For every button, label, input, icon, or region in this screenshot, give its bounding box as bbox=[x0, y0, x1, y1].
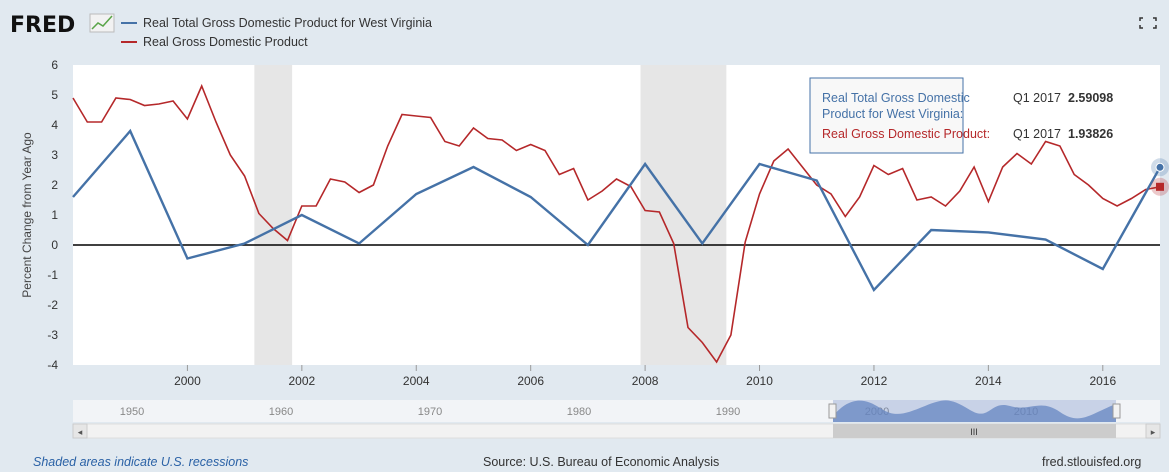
tooltip-series1-value: 2.59098 bbox=[1068, 91, 1113, 105]
y-tick-label: 0 bbox=[51, 238, 58, 252]
navigator[interactable]: 1950196019701980199020002010 bbox=[73, 400, 1160, 422]
navigator-handle-right[interactable] bbox=[1112, 403, 1121, 419]
series-line-us bbox=[72, 83, 1161, 364]
x-tick-label: 2012 bbox=[861, 374, 888, 388]
scroll-left-arrow-icon: ◂ bbox=[78, 427, 83, 437]
y-tick-label: 3 bbox=[51, 148, 58, 162]
navigator-series-area bbox=[833, 400, 1116, 422]
x-axis: 2000 2002 2004 2006 2008 2010 2012 2014 2016 bbox=[174, 365, 1116, 388]
x-tick-label: 2002 bbox=[288, 374, 315, 388]
x-tick-label: 2010 bbox=[746, 374, 773, 388]
site-url: fred.stlouisfed.org bbox=[1042, 455, 1141, 469]
y-tick-label: 2 bbox=[51, 178, 58, 192]
hover-markers bbox=[1151, 158, 1169, 196]
scroll-right-arrow-icon: ▸ bbox=[1151, 427, 1156, 437]
tooltip-series1-line1: Real Total Gross Domestic bbox=[822, 91, 970, 105]
hover-marker-wv bbox=[1155, 162, 1165, 172]
recession-note-link[interactable]: Shaded areas indicate U.S. recessions bbox=[33, 455, 248, 469]
recession-band bbox=[640, 65, 727, 365]
y-tick-label: -4 bbox=[47, 358, 58, 372]
y-tick-label: -1 bbox=[47, 268, 58, 282]
y-tick-label: -2 bbox=[47, 298, 58, 312]
x-tick-label: 2004 bbox=[403, 374, 430, 388]
scroll-right-button[interactable] bbox=[1145, 423, 1161, 439]
y-tick-label: 6 bbox=[51, 58, 58, 72]
y-axis: 6 5 4 3 2 1 0 -1 -2 -3 -4 bbox=[47, 58, 58, 372]
tooltip-series1-line2: Product for West Virginia: bbox=[822, 107, 963, 121]
y-axis-title: Percent Change from Year Ago bbox=[20, 132, 34, 298]
navigator-year-label: 1990 bbox=[716, 406, 740, 418]
tooltip-series1-period: Q1 2017 bbox=[1013, 91, 1061, 105]
navigator-year-label: 1950 bbox=[120, 406, 144, 418]
scrollbar-thumb[interactable] bbox=[833, 424, 1116, 438]
tooltip-series2-value: 1.93826 bbox=[1068, 127, 1113, 141]
scroll-left-button[interactable] bbox=[72, 423, 88, 439]
source-text: Source: U.S. Bureau of Economic Analysis bbox=[483, 455, 719, 469]
x-tick-label: 2008 bbox=[632, 374, 659, 388]
series-line-wv bbox=[72, 128, 1162, 293]
x-tick-label: 2000 bbox=[174, 374, 201, 388]
fred-logo-text: FRED bbox=[10, 13, 75, 38]
y-tick-label: 5 bbox=[51, 88, 58, 102]
legend: Real Total Gross Domestic Product for We… bbox=[121, 16, 432, 49]
x-tick-label: 2016 bbox=[1089, 374, 1116, 388]
tooltip-series2-label: Real Gross Domestic Product: bbox=[822, 127, 990, 141]
scrollbar-grip: III bbox=[970, 427, 978, 437]
navigator-handle-left[interactable] bbox=[828, 403, 837, 419]
fullscreen-icon[interactable] bbox=[1139, 17, 1157, 29]
y-tick-label: 1 bbox=[51, 208, 58, 222]
navigator-year-label: 1970 bbox=[418, 406, 442, 418]
hover-marker-us bbox=[1156, 182, 1164, 191]
y-tick-label: 4 bbox=[51, 118, 58, 132]
navigator-year-label: 1960 bbox=[269, 406, 293, 418]
fred-logo[interactable]: FRED bbox=[10, 13, 115, 38]
x-tick-label: 2006 bbox=[517, 374, 544, 388]
legend-item-wv[interactable]: Real Total Gross Domestic Product for We… bbox=[143, 16, 432, 30]
legend-item-us[interactable]: Real Gross Domestic Product bbox=[143, 35, 308, 49]
chart-graph-icon bbox=[89, 13, 115, 33]
plot-area bbox=[73, 65, 1160, 365]
x-tick-label: 2014 bbox=[975, 374, 1002, 388]
navigator-year-label: 1980 bbox=[567, 406, 591, 418]
tooltip: Real Total Gross Domestic Product for We… bbox=[809, 77, 1113, 154]
tooltip-series2-period: Q1 2017 bbox=[1013, 127, 1061, 141]
y-tick-label: -3 bbox=[47, 328, 58, 342]
scrollbar[interactable]: ◂ III ▸ bbox=[72, 423, 1161, 439]
